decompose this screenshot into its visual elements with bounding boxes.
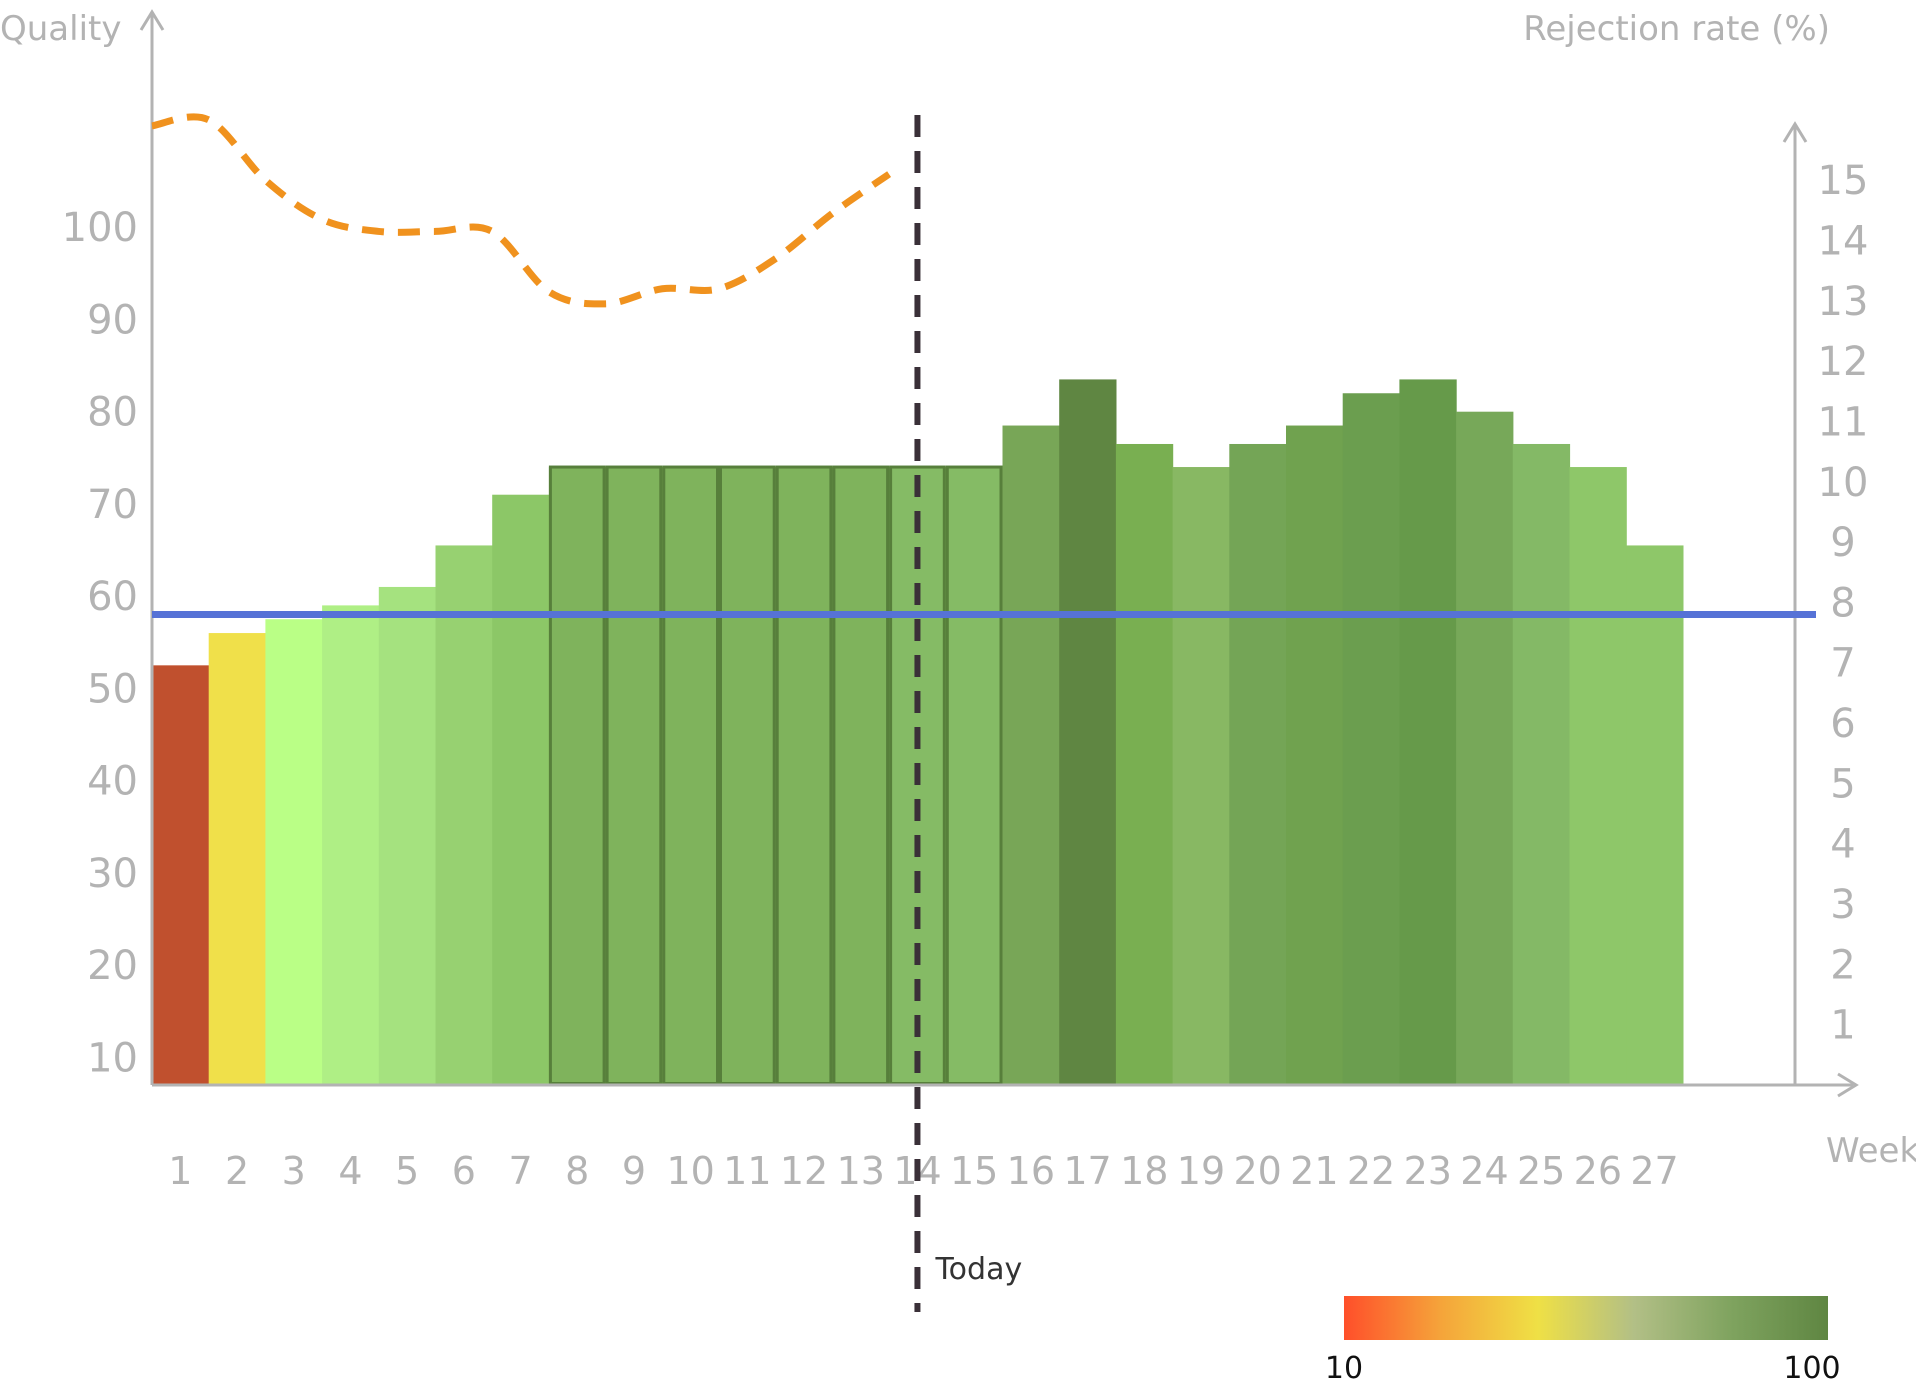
x-tick-label: 17 (1063, 1149, 1111, 1193)
axes-group (139, 9, 1859, 1098)
bar-week-17[interactable] (1059, 379, 1117, 1085)
bar-week-10[interactable] (662, 467, 720, 1086)
bars-group (152, 379, 1684, 1086)
x-tick-label: 7 (508, 1149, 532, 1193)
x-tick-label: 4 (338, 1149, 362, 1193)
x-tick-label: 12 (780, 1149, 828, 1193)
x-tick-label: 16 (1007, 1149, 1055, 1193)
right-tick-label: 12 (1818, 339, 1869, 385)
left-axis-title: Quality (0, 9, 122, 49)
left-axis-ticks: 10 20 30 40 50 60 70 80 90 100 (62, 205, 138, 1081)
x-tick-label: 6 (452, 1149, 476, 1193)
left-tick-label: 40 (87, 759, 138, 805)
color-scale-min-label: 10 (1325, 1351, 1363, 1386)
right-tick-label: 3 (1830, 882, 1855, 928)
color-scale-legend: 10 100 (1325, 1296, 1841, 1386)
bar-week-24[interactable] (1456, 411, 1514, 1085)
left-tick-label: 70 (87, 482, 138, 528)
bar-week-8[interactable] (548, 467, 607, 1086)
right-tick-label: 4 (1830, 822, 1855, 868)
right-tick-label: 9 (1830, 520, 1855, 566)
bar-week-26[interactable] (1569, 467, 1627, 1086)
x-tick-label: 2 (225, 1149, 249, 1193)
x-tick-label: 1 (168, 1149, 192, 1193)
bar-week-9[interactable] (605, 467, 663, 1086)
right-tick-label: 14 (1818, 218, 1869, 264)
x-tick-label: 25 (1517, 1149, 1565, 1193)
bar-week-7[interactable] (492, 494, 550, 1085)
bar-week-21[interactable] (1286, 425, 1344, 1086)
today-label: Today (934, 1252, 1022, 1287)
x-tick-label: 10 (666, 1149, 714, 1193)
bar-week-13[interactable] (832, 467, 890, 1086)
x-tick-label: 19 (1177, 1149, 1225, 1193)
x-axis-arrow-icon (1837, 1072, 1859, 1098)
right-tick-label: 15 (1818, 158, 1869, 204)
left-tick-label: 80 (87, 390, 138, 436)
right-axis-title: Rejection rate (%) (1523, 9, 1830, 49)
bar-week-23[interactable] (1399, 379, 1457, 1085)
right-tick-label: 5 (1830, 761, 1855, 807)
right-tick-label: 13 (1818, 279, 1869, 325)
x-tick-label: 3 (282, 1149, 306, 1193)
left-tick-label: 50 (87, 666, 138, 712)
bar-week-11[interactable] (719, 467, 777, 1086)
x-tick-label: 27 (1630, 1149, 1678, 1193)
right-tick-label: 11 (1818, 399, 1869, 445)
x-tick-label: 23 (1404, 1149, 1452, 1193)
bar-week-22[interactable] (1342, 393, 1400, 1085)
bar-week-2[interactable] (208, 633, 266, 1085)
bar-week-20[interactable] (1229, 443, 1287, 1085)
left-tick-label: 90 (87, 297, 138, 343)
bar-week-6[interactable] (435, 545, 493, 1085)
right-axis-arrow-icon (1782, 121, 1808, 143)
x-tick-label: 15 (950, 1149, 998, 1193)
x-axis-ticks: 1234567891011121314151617181920212223242… (168, 1149, 1678, 1193)
x-tick-label: 9 (622, 1149, 646, 1193)
bar-week-5[interactable] (378, 586, 437, 1085)
left-tick-label: 60 (87, 574, 138, 620)
bar-week-15[interactable] (945, 467, 1004, 1086)
left-tick-label: 20 (87, 943, 138, 989)
bar-week-18[interactable] (1115, 443, 1174, 1085)
left-tick-label: 10 (87, 1035, 138, 1081)
bar-week-19[interactable] (1172, 467, 1230, 1086)
right-tick-label: 10 (1818, 460, 1869, 506)
left-axis-arrow-icon (139, 9, 165, 31)
left-tick-label: 30 (87, 851, 138, 897)
bar-week-1[interactable] (152, 665, 210, 1085)
bar-week-27[interactable] (1626, 545, 1684, 1085)
bar-week-12[interactable] (775, 467, 833, 1086)
x-tick-label: 13 (837, 1149, 885, 1193)
bar-week-4[interactable] (322, 605, 380, 1085)
right-tick-label: 6 (1830, 701, 1855, 747)
x-tick-label: 18 (1120, 1149, 1168, 1193)
color-scale-max-label: 100 (1783, 1351, 1840, 1386)
right-tick-label: 8 (1830, 580, 1855, 626)
x-tick-label: 20 (1233, 1149, 1281, 1193)
bar-week-16[interactable] (1002, 425, 1060, 1086)
right-tick-label: 2 (1830, 942, 1855, 988)
left-tick-label: 100 (62, 205, 138, 251)
x-tick-label: 8 (565, 1149, 589, 1193)
rejection-rate-line (151, 113, 892, 308)
bar-week-3[interactable] (265, 619, 323, 1085)
right-tick-label: 1 (1830, 1003, 1855, 1049)
x-tick-label: 5 (395, 1149, 419, 1193)
bar-week-25[interactable] (1512, 443, 1571, 1085)
x-tick-label: 24 (1460, 1149, 1508, 1193)
x-tick-label: 11 (723, 1149, 771, 1193)
x-tick-label: 21 (1290, 1149, 1338, 1193)
x-tick-label: 26 (1574, 1149, 1622, 1193)
color-scale-bar (1344, 1296, 1828, 1340)
x-axis-title: Week (1826, 1131, 1916, 1171)
right-tick-label: 7 (1830, 641, 1855, 687)
x-tick-label: 22 (1347, 1149, 1395, 1193)
